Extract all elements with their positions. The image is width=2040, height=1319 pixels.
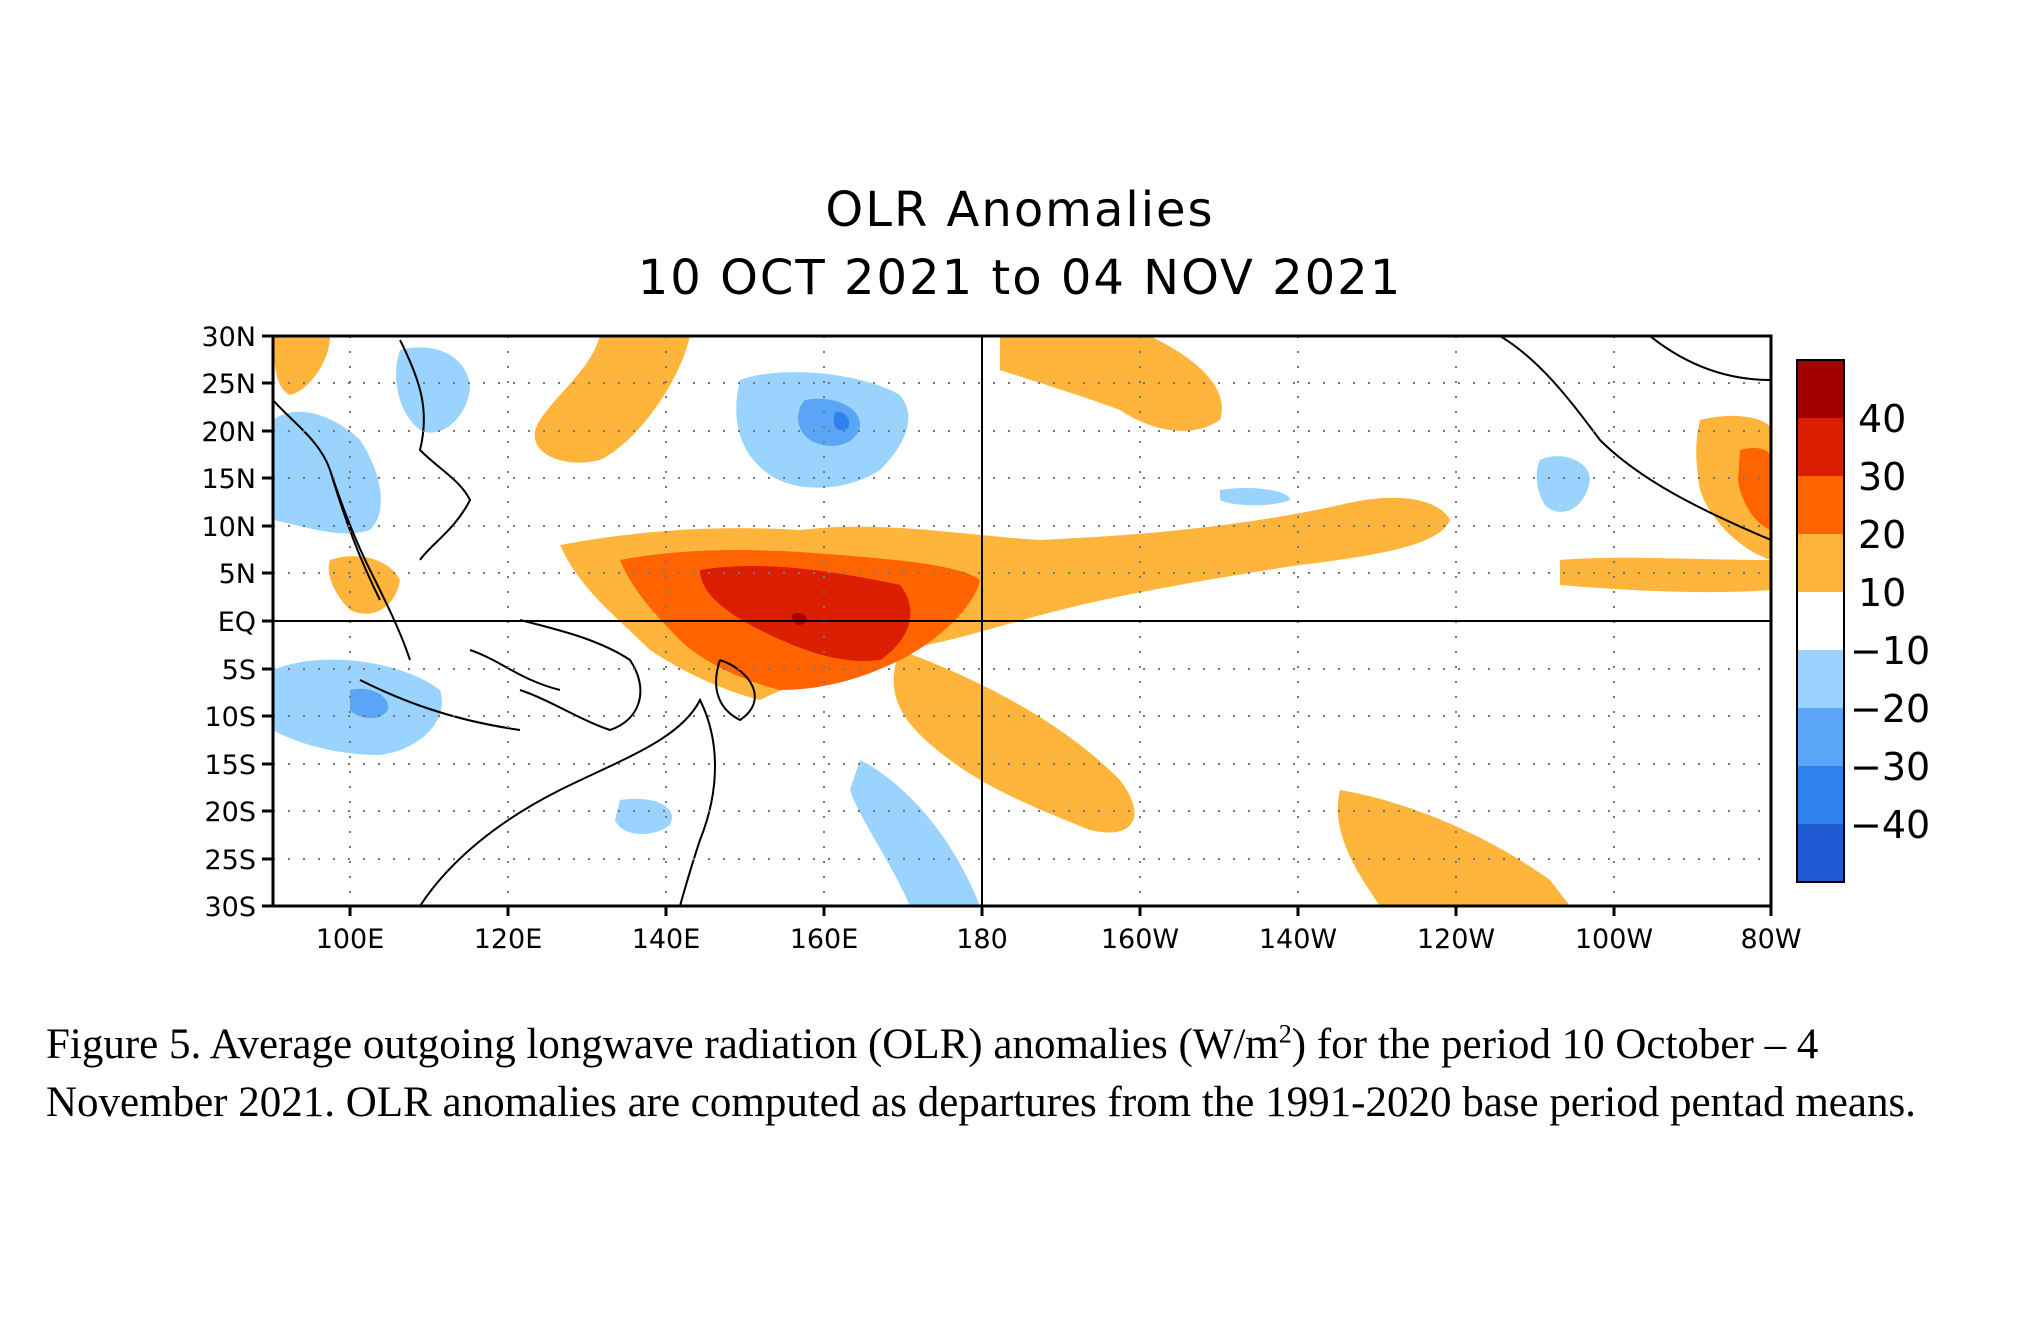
caption-text-1: Figure 5. Average outgoing longwave radi… bbox=[46, 1021, 1279, 1068]
y-tick-label: 10N bbox=[201, 512, 256, 543]
neg-area-coral-sea bbox=[850, 760, 980, 906]
x-tick-label: 180 bbox=[956, 924, 1008, 955]
neg-area-bay-bengal bbox=[273, 411, 381, 534]
coastlines bbox=[273, 336, 1771, 906]
colorbar-label: −40 bbox=[1850, 803, 1930, 847]
colorbar-label: 40 bbox=[1858, 397, 1906, 441]
y-tick-label: 15S bbox=[205, 750, 257, 781]
neg-area-central bbox=[1220, 488, 1290, 506]
neg-area-sw-pac bbox=[615, 798, 672, 835]
pos-area-red-ca bbox=[1738, 448, 1771, 530]
olr-anomaly-map: 30N 25N 20N 15N 10N 5N EQ 5S 10S 15S 20S… bbox=[201, 322, 1930, 955]
neg-area-scs bbox=[396, 347, 470, 433]
colorbar-label: 10 bbox=[1858, 571, 1906, 615]
colorbar-label: −10 bbox=[1850, 629, 1930, 673]
pos-area-east-pac-north bbox=[1560, 557, 1771, 593]
colorbar-bin bbox=[1797, 476, 1844, 534]
y-axis-labels: 30N 25N 20N 15N 10N 5N EQ 5S 10S 15S 20S… bbox=[201, 322, 256, 923]
y-tick-label: 25S bbox=[205, 845, 257, 876]
neg-area-io-core bbox=[350, 688, 389, 719]
x-tick-label: 100W bbox=[1575, 924, 1653, 955]
colorbar-bin bbox=[1797, 650, 1844, 708]
pos-area-sumatra bbox=[328, 556, 400, 614]
x-tick-label: 160W bbox=[1101, 924, 1179, 955]
figure-caption: Figure 5. Average outgoing longwave radi… bbox=[46, 1016, 2006, 1132]
chart-subtitle: 10 OCT 2021 to 04 NOV 2021 bbox=[637, 250, 1403, 306]
y-tick-label: 15N bbox=[201, 464, 256, 495]
y-tick-label: 5S bbox=[222, 655, 256, 686]
pos-area-west-ind bbox=[273, 336, 330, 395]
colorbar-bin bbox=[1797, 418, 1844, 476]
pos-area-30-core bbox=[700, 565, 911, 661]
y-tick-label: 20S bbox=[205, 797, 257, 828]
pos-area-se-pac bbox=[1337, 790, 1570, 906]
colorbar: 40 30 20 10 −10 −20 −30 −40 bbox=[1796, 359, 1930, 883]
x-tick-label: 160E bbox=[790, 924, 859, 955]
colorbar-bin bbox=[1797, 592, 1844, 650]
x-tick-label: 100E bbox=[316, 924, 385, 955]
neg-area-east-pac bbox=[1536, 456, 1590, 512]
caption-superscript: 2 bbox=[1278, 1019, 1292, 1049]
colorbar-label: 20 bbox=[1858, 513, 1906, 557]
neg-area-core-inner bbox=[833, 411, 850, 431]
colorbar-bin bbox=[1797, 708, 1844, 766]
colorbar-bin bbox=[1797, 824, 1844, 882]
y-tick-label: 30S bbox=[205, 892, 257, 923]
pos-area-north-pac bbox=[1000, 336, 1222, 431]
pos-area-spcz bbox=[893, 650, 1135, 833]
colorbar-bin bbox=[1797, 766, 1844, 824]
y-tick-label: 10S bbox=[205, 702, 257, 733]
x-tick-label: 140E bbox=[632, 924, 701, 955]
tick-marks bbox=[262, 334, 1773, 916]
colorbar-frame bbox=[1796, 359, 1845, 883]
neg-area-core bbox=[798, 398, 860, 446]
y-tick-label: 30N bbox=[201, 322, 256, 353]
y-tick-label: EQ bbox=[218, 607, 256, 638]
x-tick-label: 120W bbox=[1417, 924, 1495, 955]
chart-title: OLR Anomalies bbox=[825, 182, 1215, 238]
caption-text-2: ) for the period 10 October – 4 November… bbox=[46, 1021, 1916, 1126]
x-axis-labels: 100E 120E 140E 160E 180 160W 140W 120W 1… bbox=[316, 924, 1802, 955]
x-tick-label: 140W bbox=[1259, 924, 1337, 955]
colorbar-label: −30 bbox=[1850, 745, 1930, 789]
y-tick-label: 5N bbox=[219, 559, 256, 590]
colorbar-bin bbox=[1797, 360, 1844, 418]
y-tick-label: 20N bbox=[201, 417, 256, 448]
y-tick-label: 25N bbox=[201, 369, 256, 400]
colorbar-label: −20 bbox=[1850, 687, 1930, 731]
colorbar-bin bbox=[1797, 534, 1844, 592]
colorbar-label: 30 bbox=[1858, 455, 1906, 499]
x-tick-label: 80W bbox=[1740, 924, 1801, 955]
x-tick-label: 120E bbox=[474, 924, 543, 955]
